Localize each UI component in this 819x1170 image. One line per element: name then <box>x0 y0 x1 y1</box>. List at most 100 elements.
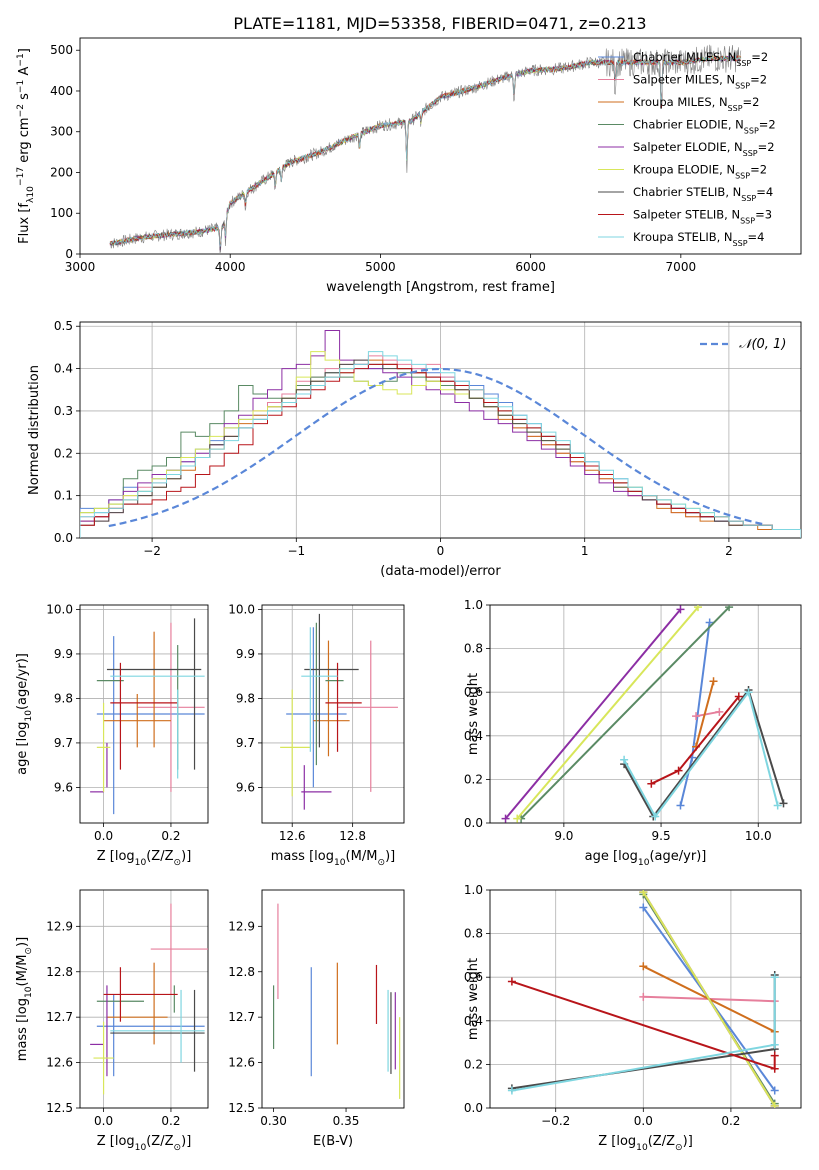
plot-layer: 3000 4000 5000 6000 7000 0 100 200 300 400 500 wave… <box>15 37 802 1153</box>
massweight-vs-age-ytick-label: 0.6 <box>464 685 483 699</box>
massweight-vs-age-xtick-label: 10.0 <box>745 829 772 843</box>
age-vs-Z-ylabel: age [log10(age/yr)] <box>15 653 34 775</box>
massweight-vs-age-point-4-1 <box>676 605 685 614</box>
massweight-vs-age-point-8-0 <box>620 755 629 764</box>
legend-entry: Chabrier ELODIE, NSSP=2 <box>633 118 776 136</box>
massweight-vs-Z-point-8-0 <box>507 1086 516 1095</box>
mass-vs-EBV-ytick-label: 12.7 <box>228 1010 255 1024</box>
residual-hist-xtick-label: 2 <box>725 544 733 558</box>
massweight-vs-Z-xtick-label: 0.2 <box>721 1114 740 1128</box>
massweight-vs-Z-point-5-0 <box>639 890 648 897</box>
mass-vs-Z-ytick-label: 12.5 <box>46 1101 73 1115</box>
gaussian-legend-label: 𝒩(0, 1) <box>739 337 786 352</box>
legend-entry: Salpeter ELODIE, NSSP=2 <box>633 140 775 158</box>
age-vs-Z-frame <box>79 604 209 824</box>
massweight-vs-age-point-8-3 <box>773 801 782 810</box>
massweight-vs-age-point-7-2 <box>734 692 743 701</box>
mass-vs-EBV-frame <box>261 889 405 1109</box>
age-vs-Z-ytick-label: 9.7 <box>54 736 73 750</box>
massweight-vs-age-ytick-label: 0.4 <box>464 729 483 743</box>
mass-vs-EBV-ytick-label: 12.6 <box>228 1056 255 1070</box>
residual-hist-ytick-label: 0.2 <box>54 446 73 460</box>
mass-vs-EBV-ytick-label: 12.8 <box>228 965 255 979</box>
residual-hist-ytick-label: 0.4 <box>54 362 73 376</box>
massweight-vs-age-point-1-1 <box>715 707 724 716</box>
massweight-vs-age-series-8 <box>623 689 779 819</box>
age-vs-Z-xtick-label: 0.0 <box>94 829 113 843</box>
massweight-vs-age-series-4 <box>504 608 682 820</box>
residual-hist-xtick-label: −2 <box>143 544 161 558</box>
age-vs-mass-ytick-label: 9.9 <box>236 647 255 661</box>
spectrum-ytick-label: 0 <box>65 247 73 261</box>
massweight-vs-age-point-7-0 <box>647 779 656 788</box>
massweight-vs-age-series-3 <box>520 606 730 820</box>
spectrum-xtick-label: 7000 <box>666 260 697 274</box>
massweight-vs-age-point-0-2 <box>705 618 714 627</box>
massweight-vs-age-point-5-1 <box>693 605 702 612</box>
spectrum-xlabel: wavelength [Angstrom, rest frame] <box>326 280 555 295</box>
legend-entry: Kroupa STELIB, NSSP=4 <box>633 230 764 248</box>
mass-vs-Z-xtick-label: 0.2 <box>161 1114 180 1128</box>
massweight-vs-age-series-5 <box>516 606 699 820</box>
spectrum-ylabel: Flux [fλ10−17 erg cm−2 s−1 A−1] <box>16 48 36 244</box>
massweight-vs-age-xtick-label: 9.0 <box>554 829 573 843</box>
age-vs-mass-frame <box>261 604 405 824</box>
spectrum-xtick-label: 3000 <box>65 260 96 274</box>
hist-steps <box>80 330 801 538</box>
massweight-vs-Z-lines <box>507 890 779 1108</box>
age-vs-Z-ytick-label: 9.6 <box>54 780 73 794</box>
legend-entry: Chabrier MILES, NSSP=2 <box>633 50 768 68</box>
massweight-vs-age-lines <box>501 605 788 823</box>
massweight-vs-age-point-2-1 <box>709 677 718 686</box>
residual-hist-xtick-label: 0 <box>437 544 445 558</box>
massweight-vs-age-ytick-label: 0.8 <box>464 642 483 656</box>
massweight-vs-age-point-6-3 <box>779 799 788 808</box>
mass-vs-Z-ytick-label: 12.9 <box>46 919 73 933</box>
spectrum-xtick-label: 5000 <box>365 260 396 274</box>
legend-entry: Chabrier STELIB, NSSP=4 <box>633 185 773 203</box>
massweight-vs-Z-ytick-label: 1.0 <box>464 883 483 897</box>
mass-vs-EBV-xtick-label: 0.35 <box>333 1114 360 1128</box>
massweight-vs-Z-point-1-0 <box>639 992 648 1001</box>
mass-vs-EBV-xtick-label: 0.30 <box>260 1114 287 1128</box>
legend-entry: Salpeter STELIB, NSSP=3 <box>633 208 772 226</box>
massweight-vs-age-point-3-1 <box>725 605 734 612</box>
mass-vs-EBV-xlabel: E(B-V) <box>313 1134 353 1149</box>
massweight-vs-age-series-6 <box>623 687 785 819</box>
residual-hist-ytick-label: 0.1 <box>54 489 73 503</box>
residual-hist-xtick-label: 1 <box>581 544 589 558</box>
massweight-vs-Z-point-7-0 <box>507 977 516 986</box>
age-vs-mass-ytick-label: 10.0 <box>228 602 255 616</box>
massweight-vs-Z-xtick-label: 0.0 <box>634 1114 653 1128</box>
massweight-vs-age-point-4-0 <box>501 814 510 823</box>
mass-vs-Z-ytick-label: 12.8 <box>46 965 73 979</box>
massweight-vs-age-point-1-0 <box>692 712 701 721</box>
residual-hist-ytick-label: 0.5 <box>54 319 73 333</box>
massweight-vs-Z-point-7-2 <box>770 1051 779 1060</box>
spectrum-ytick-label: 400 <box>50 84 73 98</box>
residual-hist-xlabel: (data-model)/error <box>380 564 501 579</box>
massweight-vs-Z-ytick-label: 0.0 <box>464 1101 483 1115</box>
age-vs-Z-ytick-label: 9.9 <box>54 647 73 661</box>
massweight-vs-age-point-8-1 <box>651 812 660 821</box>
observed-spectrum <box>109 44 742 254</box>
residual-hist-frame <box>79 321 802 539</box>
residual-hist-ytick-label: 0.3 <box>54 404 73 418</box>
massweight-vs-Z-ytick-label: 0.6 <box>464 970 483 984</box>
massweight-vs-Z-series-5 <box>642 891 776 1107</box>
age-vs-mass-ytick-label: 9.8 <box>236 691 255 705</box>
massweight-vs-age-ytick-label: 0.2 <box>464 772 483 786</box>
mass-vs-EBV-ytick-label: 12.9 <box>228 919 255 933</box>
massweight-vs-age-point-7-1 <box>674 766 683 775</box>
massweight-vs-age-point-5-0 <box>513 814 522 823</box>
figure-title: PLATE=1181, MJD=53358, FIBERID=0471, z=0… <box>233 14 646 33</box>
age-vs-Z-xlabel: Z [log10(Z/Z⊙)] <box>97 849 192 868</box>
model-spectrum-7 <box>109 55 741 247</box>
spectrum-ytick-label: 200 <box>50 165 73 179</box>
gaussian-curve <box>108 367 766 528</box>
massweight-vs-Z-point-7-1 <box>770 1064 779 1073</box>
massweight-vs-age-point-0-0 <box>676 801 685 810</box>
massweight-vs-Z-ylabel: mass weight <box>466 958 481 1040</box>
mass-vs-Z-frame <box>79 889 209 1109</box>
massweight-vs-age-point-8-2 <box>744 688 753 697</box>
